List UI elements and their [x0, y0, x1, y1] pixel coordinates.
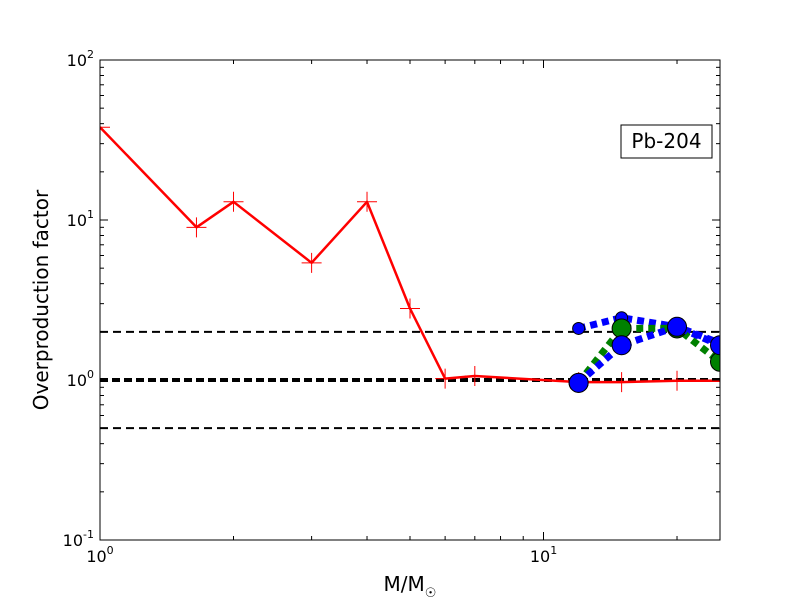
annotation-frame: [620, 124, 713, 159]
data-point-plus: [435, 368, 456, 389]
data-point-circle: [611, 335, 632, 356]
data-point-plus: [710, 370, 720, 391]
data-point-plus: [400, 298, 420, 319]
y-tick-label: 10-1: [63, 528, 94, 550]
y-tick-label: 100: [67, 368, 94, 390]
x-tick-label-base: 10: [530, 547, 550, 566]
x-axis-label: M/M☉: [384, 572, 437, 600]
series-line-2: [575, 324, 720, 385]
x-tick-label-base: 10: [86, 547, 106, 566]
axis-ticks: [99, 59, 720, 541]
data-point-circle: [667, 316, 688, 337]
x-tick-label-exponent: 1: [550, 544, 557, 557]
annotation-box: Pb-204: [620, 124, 713, 159]
data-point-circle: [568, 372, 589, 393]
data-point-circle: [710, 351, 720, 372]
y-tick-label-base: 10: [67, 211, 87, 230]
data-point-plus: [357, 191, 378, 212]
data-point-plus: [611, 372, 632, 393]
data-point-plus: [301, 252, 322, 273]
data-point-circle: [710, 335, 720, 356]
series-3: [568, 316, 720, 393]
y-tick-label-base: 10: [63, 531, 83, 550]
x-axis-label-main: M/M: [384, 572, 425, 596]
y-tick-label-exponent: 2: [87, 48, 94, 61]
x-tick-label-exponent: 0: [107, 544, 114, 557]
annotation-label: Pb-204: [631, 129, 701, 153]
y-tick-label-exponent: -1: [83, 528, 94, 541]
data-point-circle: [611, 318, 632, 339]
y-tick-label-exponent: 1: [87, 208, 94, 221]
data-point-plus: [186, 217, 207, 238]
data-point-plus: [667, 370, 688, 391]
y-tick-label-base: 10: [67, 51, 87, 70]
data-point-circle: [572, 321, 586, 335]
series-line-3: [576, 323, 720, 386]
data-series: [100, 117, 720, 393]
data-point-plus: [100, 117, 110, 138]
y-tick-label: 101: [67, 208, 94, 230]
reference-lines: [100, 330, 720, 430]
y-tick-label-exponent: 0: [87, 368, 94, 381]
y-tick-label-base: 10: [67, 371, 87, 390]
x-tick-label: 100: [86, 544, 113, 566]
data-point-plus: [223, 191, 244, 212]
x-axis-label-sun-symbol: ☉: [425, 586, 437, 600]
x-tick-label: 101: [530, 544, 557, 566]
y-tick-label: 102: [67, 48, 94, 70]
y-axis-label: Overproduction factor: [29, 189, 53, 410]
data-point-plus: [464, 365, 485, 386]
